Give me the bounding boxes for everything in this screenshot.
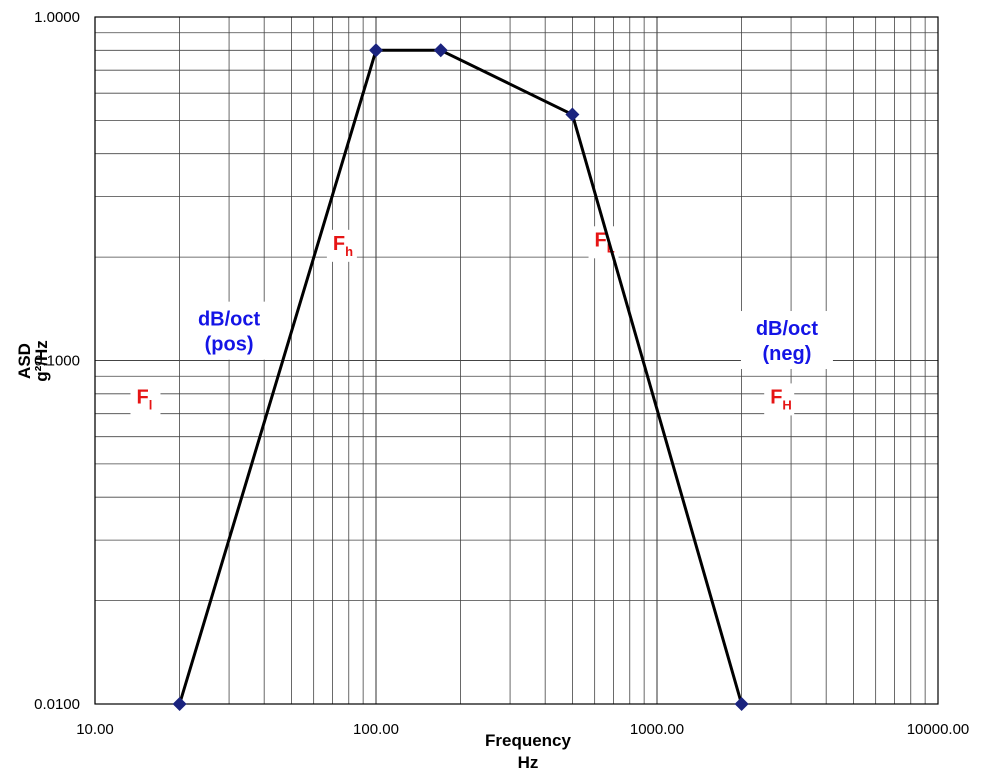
annotation-background <box>183 301 276 360</box>
annotation-background <box>764 383 795 416</box>
y-axis-title: ASD g²/Hz <box>15 340 51 382</box>
annotation-background <box>326 229 357 262</box>
tick-labels: 10.00 100.00 1000.00 10000.00 0.0100 0.1000 1.… <box>34 9 969 738</box>
y-axis-title-line-1: ASD <box>15 343 34 379</box>
y-tick-label: 0.1000 <box>34 353 80 370</box>
data-point <box>734 697 749 711</box>
frequency-annotation: FH <box>770 386 792 412</box>
data-point <box>433 43 448 58</box>
x-tick-label: 10.00 <box>76 721 114 738</box>
slope-annotation: (neg) <box>762 343 811 365</box>
annotation-background <box>740 311 833 370</box>
x-tick-label: 1000.00 <box>630 721 684 738</box>
y-axis-title-line-2: g²/Hz <box>32 340 51 382</box>
slope-annotation: dB/oct <box>198 309 261 331</box>
series-group <box>172 43 749 711</box>
x-axis-title-line-2: Hz <box>518 753 539 772</box>
x-tick-label: 10000.00 <box>907 721 970 738</box>
x-tick-label: 100.00 <box>353 721 399 738</box>
data-point <box>565 107 580 122</box>
x-axis-title-line-1: Frequency <box>485 731 572 750</box>
y-tick-label: 0.0100 <box>34 696 80 713</box>
plot-frame <box>94 16 939 705</box>
annotation-background <box>130 383 161 416</box>
grid-lines <box>94 17 938 705</box>
slope-annotation: dB/oct <box>756 318 819 340</box>
y-tick-label: 1.0000 <box>34 9 80 26</box>
data-point <box>172 697 187 711</box>
frequency-annotation: Fl <box>136 386 152 412</box>
frequency-annotation: Fh <box>333 233 353 259</box>
data-point <box>369 43 383 58</box>
slope-annotation: (pos) <box>205 334 254 356</box>
